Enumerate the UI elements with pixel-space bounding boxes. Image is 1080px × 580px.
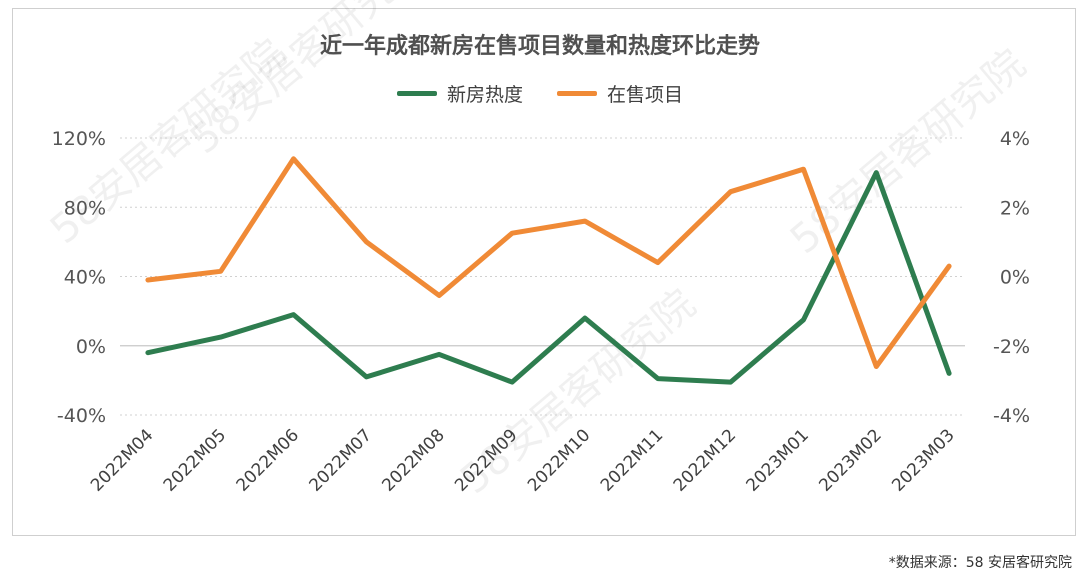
x-axis-tick: 2023M03: [888, 425, 958, 495]
x-axis-tick: 2022M09: [451, 425, 521, 495]
x-axis-tick: 2022M07: [306, 425, 376, 495]
legend-swatch-heat: [396, 91, 437, 96]
left-axis-tick: 0%: [76, 336, 106, 358]
x-axis-tick: 2022M06: [233, 425, 303, 495]
source-note: *数据来源：58 安居客研究院: [888, 555, 1072, 571]
x-axis-tick: 2022M11: [597, 425, 667, 495]
x-axis-tick: 2022M05: [160, 425, 230, 495]
chart-frame: [12, 8, 1076, 536]
left-axis-tick: 120%: [52, 128, 106, 150]
x-axis-tick: 2023M02: [815, 425, 885, 495]
x-axis-tick: 2022M04: [87, 425, 157, 495]
left-axis-tick: -40%: [57, 405, 106, 427]
right-axis-tick: -4%: [993, 405, 1030, 427]
legend-swatch-projects: [557, 91, 597, 96]
left-axis-tick: 40%: [64, 267, 106, 289]
left-axis-tick: 80%: [64, 197, 106, 219]
chart-title: 近一年成都新房在售项目数量和热度环比走势: [319, 34, 760, 59]
right-axis-tick: 4%: [1000, 128, 1030, 150]
x-axis-tick: 2023M01: [743, 425, 813, 495]
right-axis-tick: -2%: [993, 336, 1030, 358]
legend: 新房热度 在售项目: [0, 80, 1080, 107]
right-axis-tick: 0%: [1000, 267, 1030, 289]
legend-label-projects: 在售项目: [607, 84, 684, 106]
x-axis-tick: 2022M12: [670, 425, 740, 495]
right-axis-tick: 2%: [1000, 197, 1030, 219]
legend-item-heat: 新房热度: [396, 80, 523, 107]
legend-item-projects: 在售项目: [557, 80, 683, 107]
x-axis-tick: 2022M10: [524, 425, 594, 495]
series-line-projects: [145, 156, 952, 369]
series-line-heat: [145, 170, 952, 385]
x-axis-tick: 2022M08: [378, 425, 448, 495]
legend-label-heat: 新房热度: [446, 84, 523, 106]
